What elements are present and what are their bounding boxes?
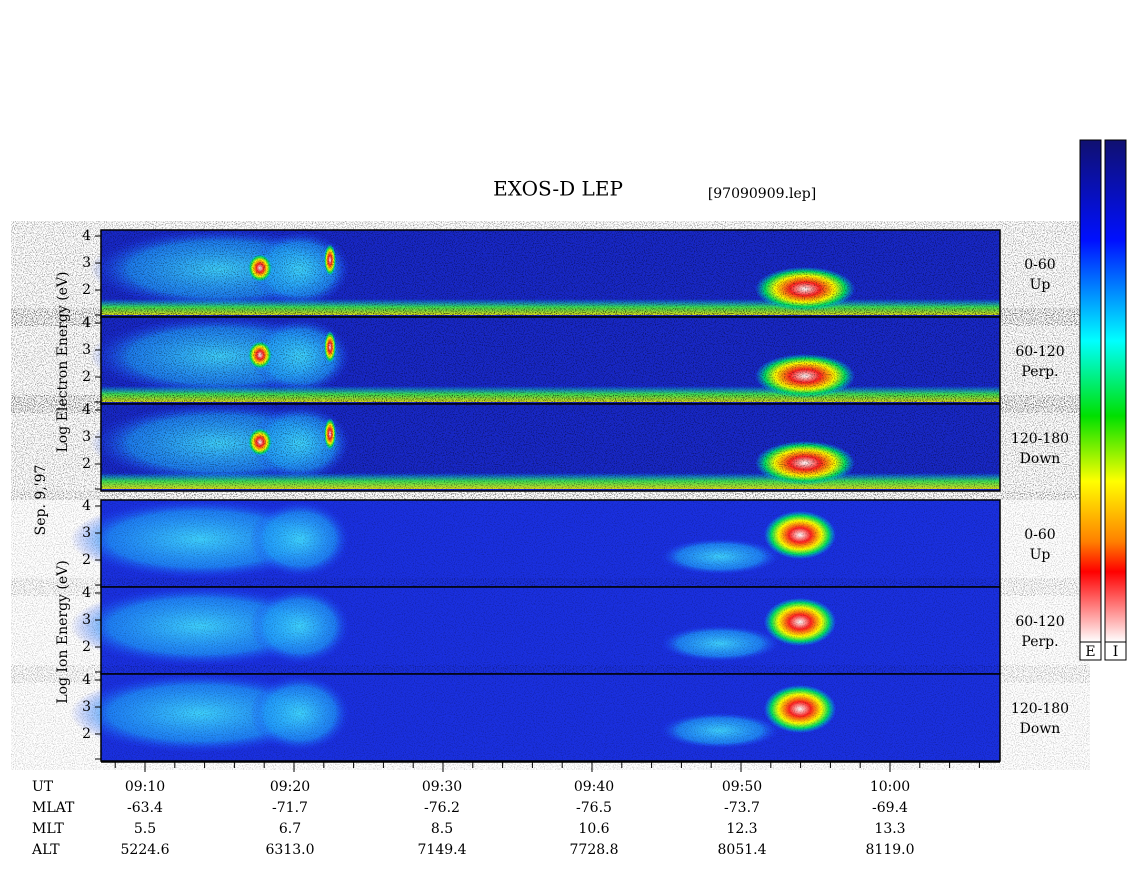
panel: 4 3 2 60-120 Perp. — [70, 585, 1065, 675]
row-value: -76.2 — [424, 800, 460, 816]
colorbar-box — [1104, 641, 1127, 661]
panels: 4 3 2 0-60 Up 4 3 2 60-120 Perp. 4 3 2 120-180 Down 4 3 2… — [70, 228, 1069, 762]
row-value: -69.4 — [872, 800, 908, 816]
colorbar — [1079, 139, 1102, 643]
row-value: 7728.8 — [570, 842, 619, 858]
direction-label: Up — [1030, 277, 1051, 293]
row-value: 12.3 — [726, 821, 757, 837]
row-value: 8119.0 — [866, 842, 915, 858]
y-tick-label: 4 — [82, 228, 91, 244]
row-value: -71.7 — [272, 800, 308, 816]
panel: 4 3 2 0-60 Up — [82, 228, 1056, 318]
angle-label: 60-120 — [1015, 344, 1064, 360]
frame — [100, 673, 1001, 762]
row-name: MLT — [32, 821, 64, 837]
panel: 4 3 2 120-180 Down — [82, 402, 1069, 492]
ion-axis-label: Log Ion Energy (eV) — [55, 560, 71, 703]
row-value: 09:30 — [422, 779, 462, 795]
noise — [101, 230, 1000, 317]
row-value: 09:50 — [722, 779, 762, 795]
x-axis: UT 09:10 09:20 09:30 09:40 09:50 10:00 MLAT -63.… — [31, 761, 1000, 858]
y-tick-label: 3 — [82, 429, 91, 445]
y-tick-label: 3 — [82, 699, 91, 715]
file-name: [97090909.lep] — [708, 186, 816, 202]
panel: 4 3 2 120-180 Down — [70, 672, 1069, 762]
row-value: 13.3 — [874, 821, 905, 837]
row-value: 6.7 — [279, 821, 301, 837]
angle-label: 120-180 — [1011, 701, 1069, 717]
colorbar — [1104, 139, 1127, 643]
angle-label: 120-180 — [1011, 431, 1069, 447]
noise — [101, 587, 1000, 674]
noise — [101, 317, 1000, 404]
title: EXOS-D LEP — [493, 177, 623, 201]
noise — [101, 674, 1000, 761]
noise — [101, 404, 1000, 491]
row-name: ALT — [31, 842, 60, 858]
y-tick-label: 3 — [82, 612, 91, 628]
noise — [101, 500, 1000, 587]
row-value: 6313.0 — [266, 842, 315, 858]
row-value: -76.5 — [576, 800, 612, 816]
direction-label: Down — [1020, 451, 1061, 467]
y-tick-label: 2 — [82, 639, 91, 655]
direction-label: Perp. — [1021, 364, 1058, 380]
y-tick-label: 2 — [82, 552, 91, 568]
colorbar-label: E — [1085, 644, 1095, 660]
direction-label: Perp. — [1021, 634, 1058, 650]
angle-label: 0-60 — [1024, 527, 1055, 543]
y-tick-label: 3 — [82, 255, 91, 271]
y-tick-label: 3 — [82, 525, 91, 541]
direction-label: Down — [1020, 721, 1061, 737]
y-tick-label: 4 — [82, 498, 91, 514]
electron-axis-label: Log Electron Energy (eV) — [55, 271, 71, 452]
row-value: 8.5 — [431, 821, 453, 837]
colorbar-label: I — [1113, 644, 1119, 660]
y-tick-label: 4 — [82, 672, 91, 688]
y-tick-label: 4 — [82, 585, 91, 601]
date-label: Sep. 9,'97 — [33, 465, 49, 536]
y-tick-label: 2 — [82, 369, 91, 385]
row-value: 09:10 — [125, 779, 165, 795]
row-value: 10.6 — [578, 821, 609, 837]
row-name: UT — [32, 779, 54, 795]
row-value: 09:40 — [574, 779, 614, 795]
y-tick-label: 2 — [82, 726, 91, 742]
frame — [100, 403, 1001, 492]
row-value: 7149.4 — [418, 842, 467, 858]
y-tick-label: 3 — [82, 342, 91, 358]
angle-label: 60-120 — [1015, 614, 1064, 630]
panel: 4 3 2 0-60 Up — [70, 498, 1056, 588]
direction-label: Up — [1030, 547, 1051, 563]
y-tick-label: 4 — [82, 402, 91, 418]
panel: 4 3 2 60-120 Perp. — [82, 315, 1065, 405]
row-value: 5224.6 — [121, 842, 170, 858]
y-tick-label: 4 — [82, 315, 91, 331]
y-tick-label: 2 — [82, 282, 91, 298]
row-value: 5.5 — [134, 821, 156, 837]
row-value: 10:00 — [870, 779, 910, 795]
row-value: -73.7 — [724, 800, 760, 816]
row-name: MLAT — [32, 800, 75, 816]
row-value: -63.4 — [127, 800, 163, 816]
colorbar-box — [1079, 641, 1102, 661]
row-value: 8051.4 — [718, 842, 767, 858]
row-value: 09:20 — [270, 779, 310, 795]
angle-label: 0-60 — [1024, 257, 1055, 273]
y-tick-label: 2 — [82, 456, 91, 472]
